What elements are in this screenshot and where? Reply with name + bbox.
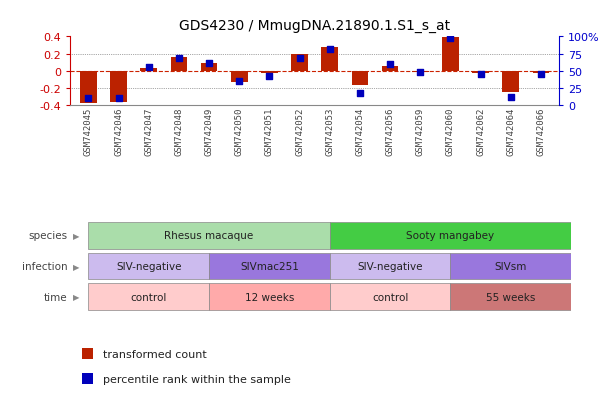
Bar bbox=[201, 64, 218, 72]
Bar bbox=[330, 253, 450, 280]
Text: ▶: ▶ bbox=[73, 292, 80, 301]
Text: 55 weeks: 55 weeks bbox=[486, 292, 535, 302]
Text: transformed count: transformed count bbox=[103, 349, 207, 359]
Point bbox=[295, 56, 304, 62]
Text: SIVmac251: SIVmac251 bbox=[240, 261, 299, 271]
Bar bbox=[412, 72, 428, 73]
Text: SIVsm: SIVsm bbox=[494, 261, 527, 271]
Text: control: control bbox=[372, 292, 408, 302]
Bar bbox=[89, 253, 209, 280]
Bar bbox=[89, 223, 330, 249]
Bar bbox=[110, 72, 127, 103]
Text: infection: infection bbox=[21, 261, 67, 271]
Title: GDS4230 / MmugDNA.21890.1.S1_s_at: GDS4230 / MmugDNA.21890.1.S1_s_at bbox=[179, 19, 450, 33]
Text: percentile rank within the sample: percentile rank within the sample bbox=[103, 374, 290, 384]
Text: Sooty mangabey: Sooty mangabey bbox=[406, 231, 494, 241]
Point bbox=[445, 35, 455, 42]
Text: species: species bbox=[28, 231, 67, 241]
Bar bbox=[533, 72, 549, 74]
Bar bbox=[291, 55, 308, 72]
Bar bbox=[170, 58, 187, 72]
Point bbox=[506, 95, 516, 101]
Point bbox=[174, 56, 184, 62]
Bar bbox=[321, 48, 338, 72]
Bar bbox=[209, 253, 330, 280]
Bar bbox=[351, 72, 368, 85]
Bar bbox=[261, 72, 278, 74]
Text: Rhesus macaque: Rhesus macaque bbox=[164, 231, 254, 241]
Text: SIV-negative: SIV-negative bbox=[357, 261, 423, 271]
Point bbox=[536, 72, 546, 78]
Bar bbox=[209, 284, 330, 310]
Bar bbox=[231, 72, 247, 83]
Bar bbox=[382, 66, 398, 72]
Point bbox=[235, 79, 244, 85]
Bar bbox=[502, 72, 519, 93]
Text: ▶: ▶ bbox=[73, 231, 80, 240]
Bar bbox=[80, 72, 97, 104]
Point bbox=[355, 90, 365, 97]
Point bbox=[325, 46, 335, 53]
Point bbox=[144, 65, 153, 71]
Bar bbox=[141, 69, 157, 72]
Point bbox=[84, 96, 93, 102]
Text: time: time bbox=[43, 292, 67, 302]
Point bbox=[476, 72, 486, 78]
Text: 12 weeks: 12 weeks bbox=[245, 292, 294, 302]
Bar bbox=[89, 284, 209, 310]
Bar bbox=[450, 284, 571, 310]
Bar bbox=[442, 38, 459, 72]
Bar bbox=[330, 223, 571, 249]
Bar bbox=[450, 253, 571, 280]
Bar bbox=[330, 284, 450, 310]
Text: ▶: ▶ bbox=[73, 262, 80, 271]
Bar bbox=[472, 72, 489, 74]
Point bbox=[415, 70, 425, 76]
Text: SIV-negative: SIV-negative bbox=[116, 261, 181, 271]
Point bbox=[385, 62, 395, 68]
Point bbox=[204, 60, 214, 66]
Text: control: control bbox=[131, 292, 167, 302]
Point bbox=[265, 74, 274, 81]
Point bbox=[114, 96, 123, 102]
